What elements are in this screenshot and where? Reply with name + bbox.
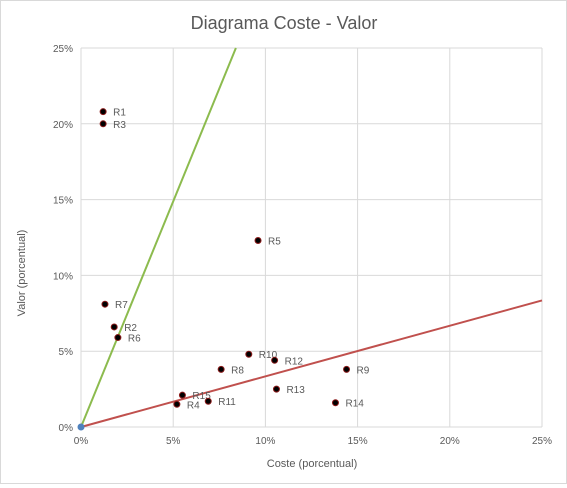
x-tick-label: 5% — [166, 436, 181, 447]
data-point-r5 — [254, 237, 262, 245]
data-point-r10 — [245, 350, 253, 358]
y-tick-label: 0% — [59, 423, 74, 434]
data-point-r15 — [178, 391, 186, 399]
y-tick-label: 5% — [59, 347, 74, 358]
x-tick-label: 10% — [255, 436, 275, 447]
y-tick-label: 20% — [53, 120, 73, 131]
data-point-r13 — [272, 385, 280, 393]
data-point-r14 — [331, 399, 339, 407]
x-tick-label: 25% — [532, 436, 552, 447]
x-tick-label: 20% — [440, 436, 460, 447]
data-label-r9: R9 — [357, 365, 370, 376]
x-tick-label: 0% — [74, 436, 89, 447]
data-label-r5: R5 — [268, 237, 281, 248]
data-point-r8 — [217, 365, 225, 373]
data-point-r3 — [99, 120, 107, 128]
data-label-r15: R15 — [192, 391, 211, 402]
data-point-r2 — [110, 323, 118, 331]
gridlines — [80, 47, 543, 428]
data-label-r4: R4 — [187, 400, 200, 411]
origin-point — [77, 423, 85, 431]
y-tick-label: 25% — [53, 44, 73, 55]
data-point-r11 — [204, 397, 212, 405]
chart-title: Diagrama Coste - Valor — [191, 13, 378, 33]
data-label-r1: R1 — [113, 108, 126, 119]
data-point-r4 — [173, 400, 181, 408]
y-axis-label: Valor (porcentual) — [16, 230, 28, 317]
data-label-r13: R13 — [286, 385, 305, 396]
data-point-r9 — [343, 365, 351, 373]
tick-labels: 0% 5% 10% 15% 20% 25% 0% 5% 10% 15% 20% 25% — [53, 44, 552, 447]
data-label-r6: R6 — [128, 334, 141, 345]
reference-line-1 — [80, 47, 237, 428]
data-label-r14: R14 — [345, 399, 364, 410]
x-axis-label: Coste (porcentual) — [267, 458, 358, 470]
data-label-r8: R8 — [231, 365, 244, 376]
data-point-r1 — [99, 108, 107, 116]
reference-line-2 — [80, 299, 543, 428]
data-label-r3: R3 — [113, 120, 126, 131]
y-tick-label: 10% — [53, 271, 73, 282]
data-point-r7 — [101, 300, 109, 308]
data-point-r12 — [271, 356, 279, 364]
data-point-r6 — [114, 334, 122, 342]
y-tick-label: 15% — [53, 196, 73, 207]
reference-lines — [80, 47, 543, 428]
data-label-r2: R2 — [124, 323, 137, 334]
x-tick-label: 15% — [348, 436, 368, 447]
data-label-r10: R10 — [259, 350, 278, 361]
data-label-r7: R7 — [115, 300, 128, 311]
data-label-r12: R12 — [285, 356, 304, 367]
data-label-r11: R11 — [218, 397, 236, 408]
